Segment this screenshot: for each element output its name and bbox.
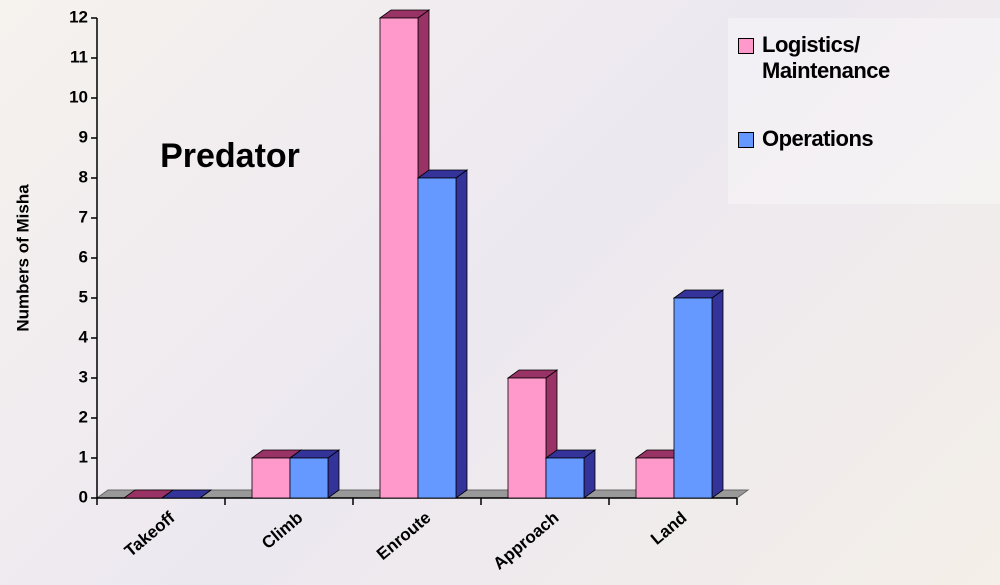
y-tick-label: 1 [79, 447, 88, 466]
legend-item: Logistics/ Maintenance [738, 32, 972, 84]
x-tick-label: Takeoff [121, 508, 179, 561]
x-tick-label: Land [647, 508, 690, 549]
y-tick-label: 7 [79, 207, 88, 226]
bar-side [711, 289, 724, 499]
y-tick-label: 10 [69, 87, 88, 106]
x-tick-label: Approach [489, 508, 562, 574]
y-tick-label: 5 [79, 287, 88, 306]
legend-swatch [738, 132, 754, 148]
x-tick-label: Climb [258, 508, 306, 553]
y-tick-label: 2 [79, 407, 88, 426]
y-tick-label: 11 [70, 47, 88, 66]
bar [289, 457, 329, 499]
y-tick-label: 12 [69, 7, 88, 26]
y-axis-label: Numbers of Misha [13, 184, 32, 332]
y-tick-label: 9 [79, 127, 88, 146]
y-tick-label: 3 [79, 367, 88, 386]
bar-side [455, 169, 468, 499]
bar [635, 457, 675, 499]
y-tick-label: 6 [79, 247, 88, 266]
legend-label: Operations [762, 126, 874, 151]
bar [545, 457, 585, 499]
bar-top [160, 489, 213, 499]
chart-title: Predator [160, 137, 300, 175]
bar [507, 377, 547, 499]
legend-swatch [738, 38, 754, 54]
bar [251, 457, 291, 499]
y-tick-label: 0 [79, 487, 88, 506]
y-tick-label: 4 [79, 327, 89, 346]
legend-label: Logistics/ Maintenance [762, 32, 890, 83]
bar [379, 17, 419, 499]
y-tick-label: 8 [79, 167, 88, 186]
bar [673, 297, 713, 499]
legend: Logistics/ Maintenance Operations [728, 18, 1000, 204]
x-tick-label: Enroute [373, 508, 434, 564]
legend-item: Operations [738, 126, 972, 152]
bar [417, 177, 457, 499]
